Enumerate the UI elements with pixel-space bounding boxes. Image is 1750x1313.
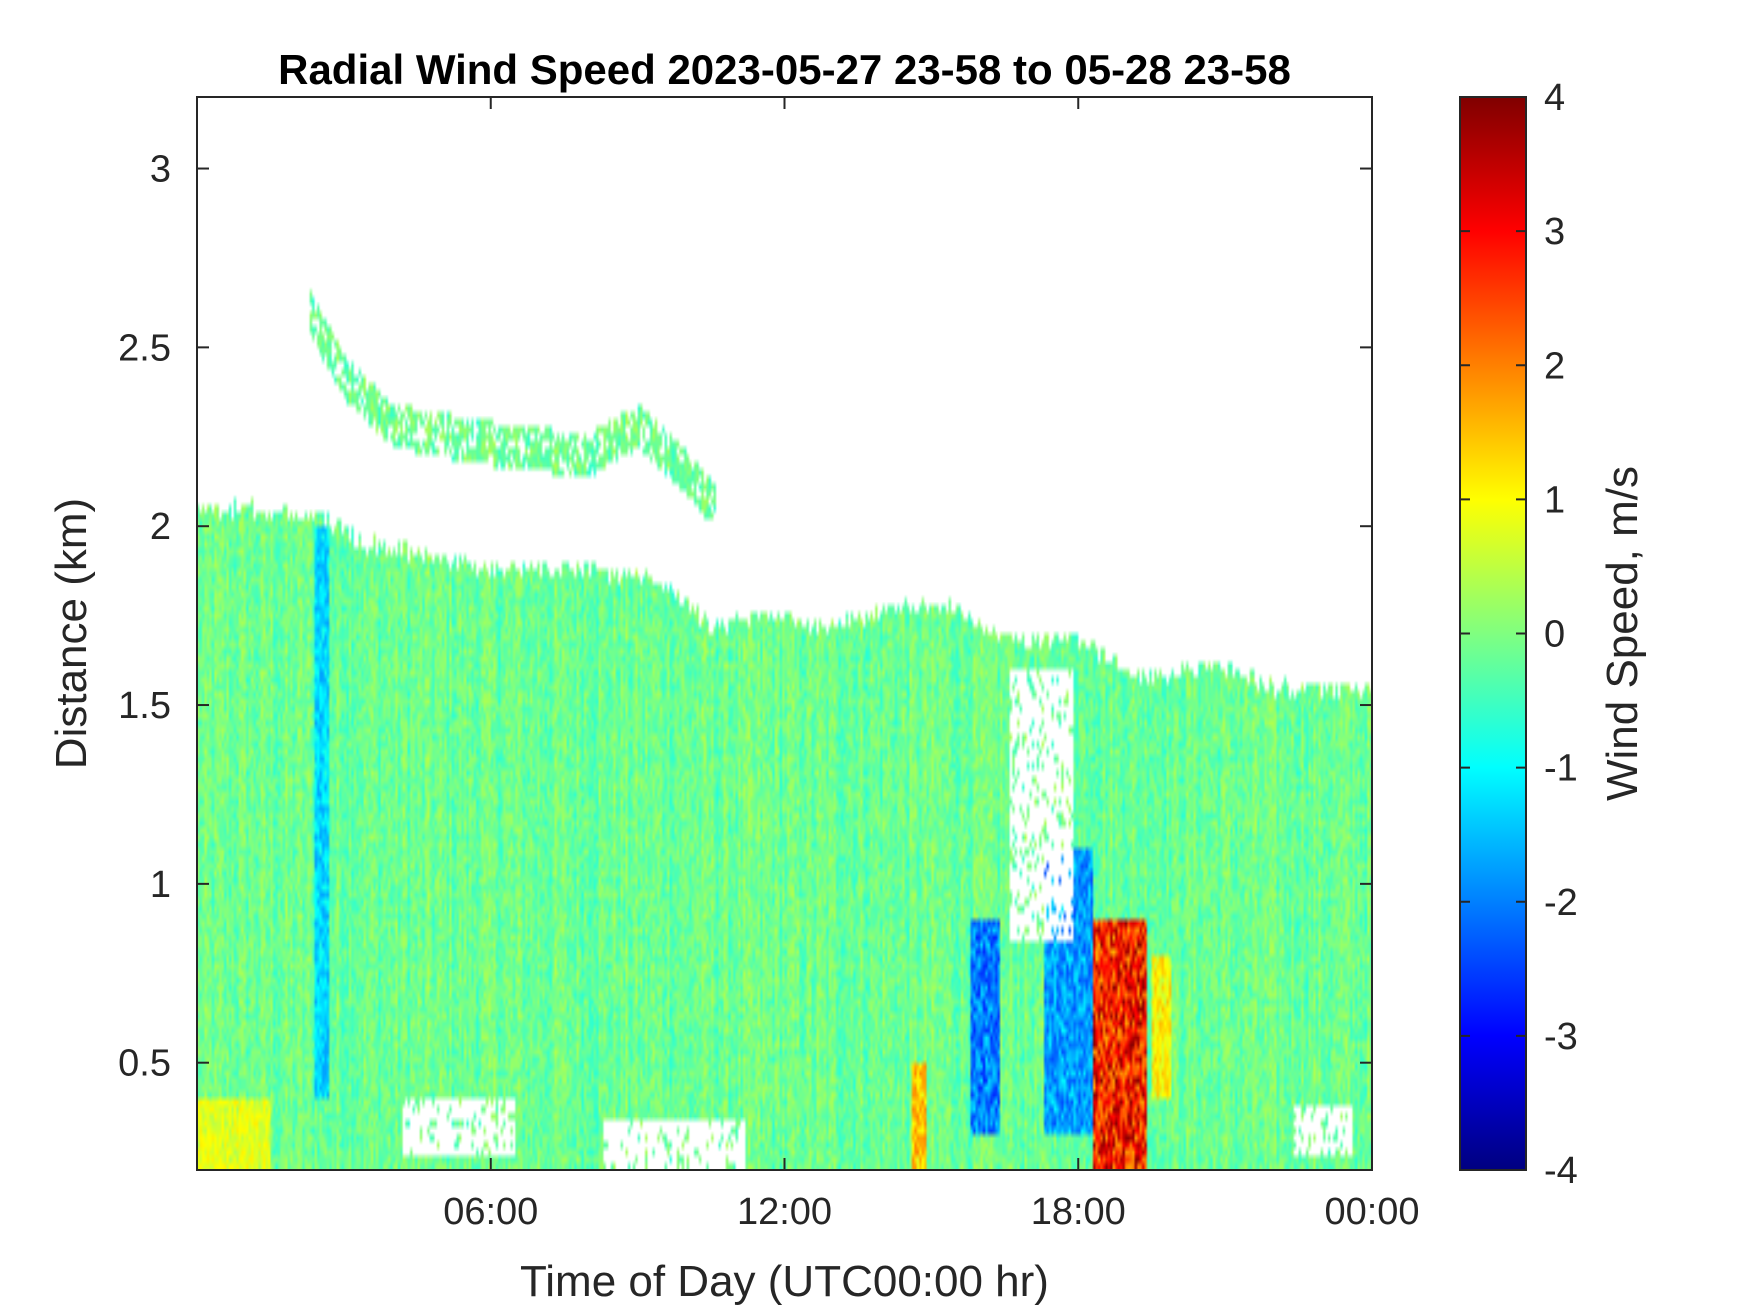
y-axis-label: Distance (km) [47, 498, 96, 769]
colorbar-tick-label: 0 [1544, 614, 1565, 656]
colorbar: 4 3 2 1 0 -1 -2 -3 -4 [1459, 77, 1578, 1192]
chart-title: Radial Wind Speed 2023-05-27 23-58 to 05… [278, 46, 1291, 93]
x-tick-label: 18:00 [1031, 1191, 1126, 1233]
y-tick-label: 2.5 [118, 327, 171, 369]
y-axis: 0.5 1 1.5 2 2.5 3 [118, 149, 1372, 1085]
y-tick-label: 1.5 [118, 685, 171, 727]
x-tick-label: 12:00 [737, 1191, 832, 1233]
x-tick-label: 00:00 [1324, 1191, 1419, 1233]
colorbar-tick-label: -1 [1544, 748, 1578, 790]
colorbar-tick-label: 4 [1544, 77, 1565, 119]
x-axis-label: Time of Day (UTC00:00 hr) [520, 1257, 1049, 1306]
colorbar-tick-label: -4 [1544, 1150, 1578, 1192]
y-tick-label: 2 [150, 506, 171, 548]
colorbar-tick-label: 1 [1544, 479, 1565, 521]
y-tick-label: 3 [150, 149, 171, 191]
y-tick-label: 0.5 [118, 1043, 171, 1085]
heatmap-area [197, 97, 1372, 1170]
colorbar-tick-label: -2 [1544, 882, 1578, 924]
x-axis: 06:00 12:00 18:00 00:00 [443, 97, 1420, 1233]
colorbar-tick-label: 2 [1544, 345, 1565, 387]
colorbar-tick-label: -3 [1544, 1016, 1578, 1058]
colorbar-tick-label: 3 [1544, 211, 1565, 253]
colorbar-label: Wind Speed, m/s [1598, 466, 1647, 801]
heatmap-image [197, 97, 1372, 1170]
y-tick-label: 1 [150, 864, 171, 906]
x-tick-label: 06:00 [443, 1191, 538, 1233]
